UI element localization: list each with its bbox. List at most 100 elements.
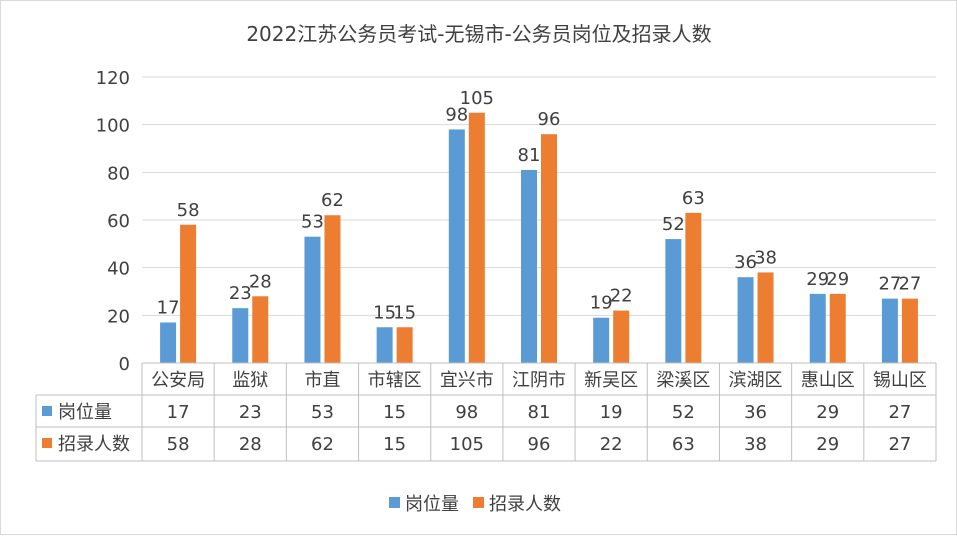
data-label: 19 — [590, 293, 613, 314]
table-cell: 17 — [167, 402, 190, 423]
bars — [160, 112, 918, 363]
table-cell: 15 — [383, 434, 406, 455]
data-label: 58 — [177, 200, 200, 221]
table-cell: 36 — [744, 402, 767, 423]
y-axis: 0 20 40 60 80 100 120 — [96, 68, 130, 375]
category-label: 惠山区 — [801, 370, 855, 391]
category-label: 新吴区 — [584, 370, 638, 391]
bar-recruits — [685, 212, 702, 363]
data-label: 29 — [806, 269, 829, 290]
bar-positions — [881, 298, 898, 363]
table-legend-key — [42, 438, 52, 448]
chart-title: 2022江苏公务员考试-无锡市-公务员岗位及招录人数 — [246, 22, 711, 46]
bar-positions — [376, 327, 393, 363]
category-label: 梁溪区 — [656, 370, 710, 391]
data-label: 15 — [393, 302, 416, 323]
category-label: 锡山区 — [873, 370, 927, 391]
bar-positions — [737, 277, 754, 363]
bar-recruits — [468, 112, 485, 363]
bar-recruits — [613, 310, 630, 363]
data-label: 98 — [445, 104, 468, 125]
data-label: 22 — [610, 286, 633, 307]
table-cell: 29 — [816, 402, 839, 423]
data-label: 36 — [734, 252, 757, 273]
y-tick-label: 60 — [107, 211, 130, 232]
bar-positions — [809, 293, 826, 363]
bar-recruits — [757, 272, 774, 363]
table-cell: 96 — [528, 434, 551, 455]
bar-positions — [232, 308, 249, 363]
data-labels: 17 23 53 15 98 81 19 52 36 29 27 58 28 62 15 105 96 22 63 3… — [157, 88, 922, 324]
data-label: 38 — [754, 247, 777, 268]
table-cell: 22 — [600, 434, 623, 455]
category-label: 滨湖区 — [729, 370, 783, 391]
bar-positions — [160, 322, 177, 363]
data-label: 105 — [460, 88, 494, 109]
category-label: 宜兴市 — [440, 370, 494, 391]
bar-recruits — [396, 327, 413, 363]
category-label: 公安局 — [151, 370, 205, 391]
data-label: 29 — [826, 269, 849, 290]
table-cell: 15 — [383, 402, 406, 423]
category-label: 监狱 — [232, 370, 268, 391]
table-cell: 23 — [239, 402, 262, 423]
table-cell: 38 — [744, 434, 767, 455]
category-label: 市辖区 — [368, 370, 422, 391]
bar-recruits — [901, 298, 918, 363]
legend-label: 招录人数 — [489, 494, 561, 515]
table-legend-key — [42, 406, 52, 416]
data-label: 17 — [157, 297, 180, 318]
table-cell: 53 — [311, 402, 334, 423]
data-label: 27 — [898, 274, 921, 295]
table-cell: 98 — [455, 402, 478, 423]
table-cell: 81 — [528, 402, 551, 423]
data-label: 63 — [682, 188, 705, 209]
category-label: 市直 — [304, 370, 340, 391]
table-cell: 28 — [239, 434, 262, 455]
y-tick-label: 0 — [119, 354, 130, 375]
data-label: 15 — [373, 302, 396, 323]
legend: 岗位量 招录人数 — [389, 494, 561, 515]
bar-positions — [521, 169, 537, 363]
data-label: 27 — [878, 274, 901, 295]
y-tick-label: 100 — [96, 116, 130, 137]
table-cell: 58 — [167, 434, 190, 455]
bar-recruits — [324, 215, 341, 363]
bar-positions — [593, 317, 610, 363]
legend-key — [389, 497, 400, 508]
table-cell: 27 — [888, 402, 911, 423]
y-tick-label: 80 — [107, 163, 130, 184]
table-cell: 29 — [816, 434, 839, 455]
data-label: 81 — [518, 145, 541, 166]
bar-recruits — [829, 293, 846, 363]
bar-recruits — [541, 134, 557, 363]
bar-positions — [665, 239, 682, 363]
legend-key — [473, 497, 484, 508]
table-cell: 19 — [600, 402, 623, 423]
category-label: 江阴市 — [512, 370, 566, 391]
data-label: 28 — [249, 271, 272, 292]
bar-positions — [304, 236, 321, 363]
table-series-label: 岗位量 — [58, 402, 112, 423]
bar-positions — [448, 129, 465, 363]
gridlines — [142, 76, 936, 364]
table-cell: 27 — [888, 434, 911, 455]
table-cell: 105 — [450, 434, 484, 455]
y-tick-label: 20 — [107, 306, 130, 327]
y-tick-label: 40 — [107, 259, 130, 280]
table-cell: 62 — [311, 434, 334, 455]
data-label: 23 — [229, 283, 252, 304]
table-series-label: 招录人数 — [58, 434, 130, 455]
data-label: 96 — [538, 109, 561, 130]
data-label: 52 — [662, 214, 685, 235]
legend-label: 岗位量 — [405, 494, 459, 515]
table-cell: 52 — [672, 402, 695, 423]
bar-recruits — [180, 224, 197, 363]
data-label: 53 — [301, 212, 324, 233]
y-tick-label: 120 — [96, 68, 130, 89]
bar-recruits — [252, 296, 269, 363]
data-label: 62 — [321, 190, 344, 211]
